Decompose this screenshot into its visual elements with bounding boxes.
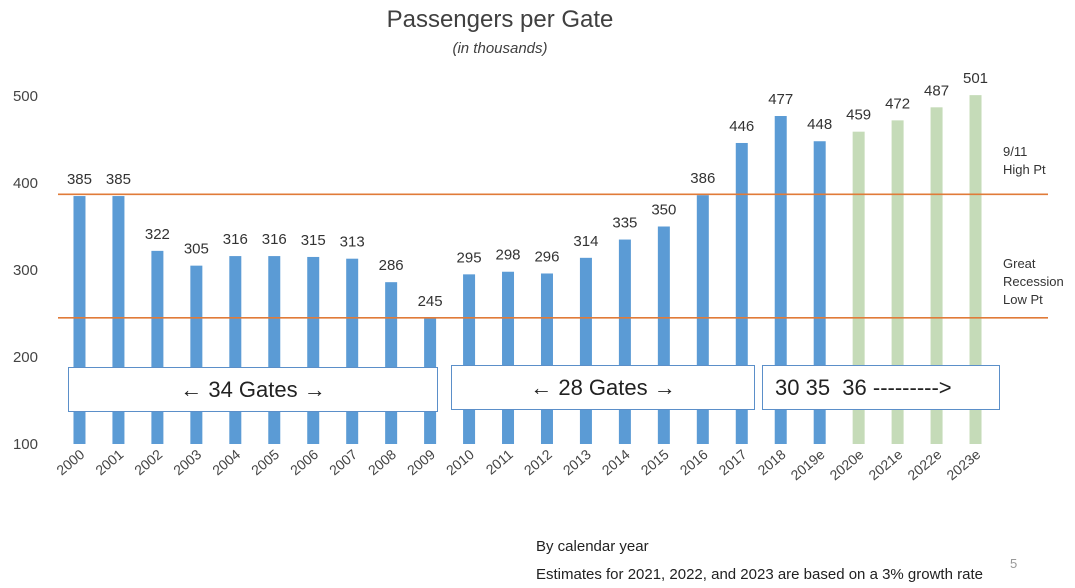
reference-lines: [58, 193, 1048, 319]
gate-box-30-35-36: 30 35 36 --------->: [762, 365, 1000, 410]
x-tick-label: 2013: [560, 446, 594, 478]
x-tick-label: 2008: [365, 446, 399, 478]
reference-label-line: High Pt: [1003, 162, 1046, 177]
bar-2002: [151, 250, 164, 444]
y-tick-label: 500: [13, 88, 38, 105]
value-label: 477: [768, 91, 793, 108]
x-tick-label: 2012: [521, 446, 555, 478]
bar-2006: [307, 256, 320, 444]
bar-2018: [774, 116, 787, 444]
bar-2012: [540, 273, 553, 444]
bar-2021e: [891, 120, 904, 445]
page-number: 5: [1010, 556, 1018, 571]
value-label: 313: [340, 234, 365, 251]
x-tick-label: 2003: [170, 446, 204, 478]
value-label: 286: [379, 257, 404, 274]
bar-2014: [618, 239, 631, 444]
y-tick-label: 300: [13, 262, 38, 279]
value-label: 314: [573, 233, 598, 250]
x-tick-label: 2023e: [943, 446, 983, 483]
low-point-label: Great Recession Low Pt: [1003, 255, 1064, 309]
bar-2011: [502, 271, 515, 444]
x-tick-label: 2001: [92, 446, 126, 478]
x-tick-label: 2010: [443, 446, 477, 478]
value-label: 472: [885, 95, 910, 112]
high-point-label: 9/11 High Pt: [1003, 143, 1046, 179]
value-label: 487: [924, 82, 949, 99]
y-axis: 100 200 300 400 500: [13, 88, 38, 453]
reference-label-line: 9/11: [1003, 144, 1028, 159]
value-label: 350: [651, 202, 676, 219]
bar-2022e: [930, 107, 943, 444]
y-tick-label: 200: [13, 349, 38, 366]
reference-label-line: Great: [1003, 256, 1036, 271]
value-label: 296: [534, 248, 559, 265]
bar-2004: [229, 256, 242, 444]
bar-2010: [463, 274, 476, 444]
note-estimates: Estimates for 2021, 2022, and 2023 are b…: [536, 566, 983, 583]
bar-2013: [579, 257, 592, 444]
value-label: 448: [807, 116, 832, 133]
value-label: 298: [496, 247, 521, 264]
value-label: 501: [963, 70, 988, 87]
value-label: 385: [67, 171, 92, 188]
x-tick-label: 2019e: [788, 446, 828, 483]
value-label: 315: [301, 232, 326, 249]
x-tick-label: 2009: [404, 446, 438, 478]
x-tick-label: 2015: [638, 446, 672, 478]
value-label: 316: [262, 231, 287, 248]
gate-box-34: ← 34 Gates →: [68, 367, 438, 412]
value-label: 335: [612, 215, 637, 232]
value-label: 316: [223, 231, 248, 248]
y-tick-label: 100: [13, 436, 38, 453]
value-labels: 385 385 322 305 316 316 315 313 286 245 295 298 296 3…: [67, 70, 988, 310]
chart-subtitle: (in thousands): [452, 40, 548, 57]
value-label: 446: [729, 118, 754, 135]
bar-2023e: [969, 95, 982, 444]
bar-2005: [268, 256, 281, 444]
x-tick-label: 2022e: [904, 446, 944, 483]
value-label: 386: [690, 170, 715, 187]
value-label: 245: [418, 293, 443, 310]
gate-box-28: ← 28 Gates →: [451, 365, 755, 410]
x-axis-labels: 2000 2001 2002 2003 2004 2005 2006 2007 2008 2009…: [53, 446, 983, 483]
bar-2015: [657, 226, 670, 444]
reference-label-line: Low Pt: [1003, 292, 1043, 307]
x-tick-label: 2006: [287, 446, 321, 478]
bar-2008: [385, 282, 398, 444]
x-tick-label: 2014: [599, 446, 633, 478]
x-tick-label: 2011: [483, 446, 517, 478]
x-tick-label: 2018: [755, 446, 789, 478]
value-label: 322: [145, 226, 170, 243]
x-tick-label: 2005: [248, 446, 282, 478]
x-tick-label: 2021e: [865, 446, 905, 483]
reference-label-line: Recession: [1003, 274, 1064, 289]
x-tick-label: 2017: [716, 446, 750, 478]
value-label: 385: [106, 171, 131, 188]
value-label: 305: [184, 241, 209, 258]
x-tick-label: 2000: [53, 446, 87, 478]
chart-title: Passengers per Gate: [386, 6, 614, 33]
y-tick-label: 400: [13, 175, 38, 192]
x-tick-label: 2016: [677, 446, 711, 478]
x-tick-label: 2002: [131, 446, 165, 478]
x-tick-label: 2004: [209, 446, 243, 478]
x-tick-label: 2007: [326, 446, 360, 478]
value-label: 295: [457, 249, 482, 266]
bar-2003: [190, 265, 203, 444]
bar-2007: [346, 258, 359, 444]
note-calendar-year: By calendar year: [536, 538, 649, 555]
value-label: 459: [846, 107, 871, 124]
x-tick-label: 2020e: [826, 446, 866, 483]
